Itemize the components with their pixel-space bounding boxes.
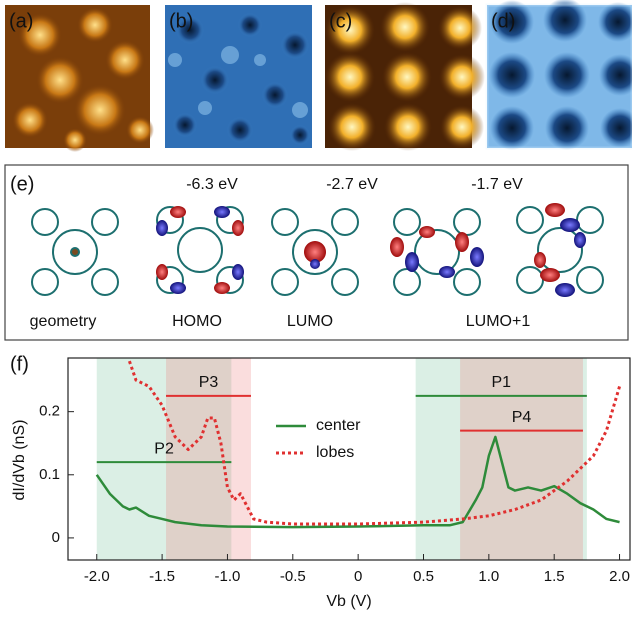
- y-tick-label: 0.2: [39, 403, 60, 420]
- energy-label: -6.3 eV: [186, 176, 238, 193]
- panel-label: (b): [169, 10, 193, 32]
- stm-images: [5, 0, 632, 152]
- panel-label: (f): [10, 353, 29, 375]
- peak-region: [460, 358, 583, 560]
- panel-label: (e): [10, 173, 34, 195]
- orbital-label: geometry: [30, 313, 97, 330]
- y-axis-label: dI/dVb (nS): [11, 420, 28, 501]
- peak-label: P4: [512, 409, 532, 426]
- panel-label: (a): [9, 10, 33, 32]
- x-tick-label: 0: [354, 568, 362, 585]
- panel-label: (c): [329, 10, 352, 32]
- x-tick-label: -1.0: [215, 568, 241, 585]
- x-tick-label: 2.0: [609, 568, 630, 585]
- x-tick-label: 1.5: [544, 568, 565, 585]
- y-tick-label: 0: [52, 529, 60, 546]
- orbital-label: LUMO: [287, 313, 333, 330]
- peak-label: P2: [154, 440, 174, 457]
- orbital-label: HOMO: [172, 313, 222, 330]
- molecules: [32, 203, 603, 297]
- energy-label: -2.7 eV: [326, 176, 378, 193]
- x-tick-label: -0.5: [280, 568, 306, 585]
- legend-label: center: [316, 417, 361, 434]
- x-tick-label: -1.5: [149, 568, 175, 585]
- y-tick-label: 0.1: [39, 466, 60, 483]
- peak-label: P1: [491, 374, 511, 391]
- x-tick-label: 0.5: [413, 568, 434, 585]
- x-tick-label: 1.0: [478, 568, 499, 585]
- x-tick-label: -2.0: [84, 568, 110, 585]
- x-axis-label: Vb (V): [326, 593, 371, 610]
- figure: (a) (b) (c) (d) (e) -6.3 eV -2.7 eV -1.7…: [0, 0, 632, 614]
- peak-label: P3: [199, 374, 219, 391]
- legend-label: lobes: [316, 444, 354, 461]
- panel-label: (d): [491, 10, 515, 32]
- orbital-label: LUMO+1: [466, 313, 531, 330]
- energy-label: -1.7 eV: [471, 176, 523, 193]
- plot: P2 P3 P1 P4 -2.0 -1.5 -1.0 -0.5 0 0.5 1.0 1.5 2.0 0 0.…: [39, 358, 630, 585]
